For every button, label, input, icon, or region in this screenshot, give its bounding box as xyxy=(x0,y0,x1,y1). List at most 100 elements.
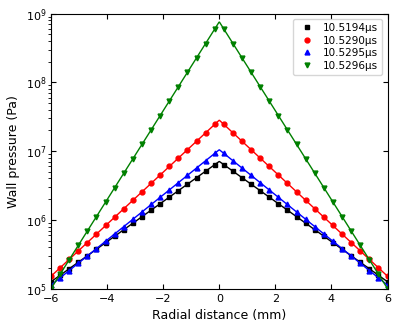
10.5290μs xyxy=(121,207,126,211)
10.5290μs xyxy=(140,190,144,194)
10.5296μs xyxy=(339,215,344,218)
10.5290μs xyxy=(67,258,72,262)
Line: 10.5290μs: 10.5290μs xyxy=(49,122,390,279)
10.5295μs xyxy=(285,203,290,207)
10.5296μs xyxy=(349,229,354,233)
10.5296μs xyxy=(67,258,72,262)
10.5295μs xyxy=(67,269,72,273)
10.5296μs xyxy=(322,186,326,190)
10.5194μs xyxy=(185,182,190,186)
10.5194μs xyxy=(67,267,72,271)
10.5295μs xyxy=(58,276,62,280)
10.5290μs xyxy=(249,148,254,152)
10.5194μs xyxy=(112,234,117,238)
10.5295μs xyxy=(258,181,263,185)
10.5296μs xyxy=(240,56,244,60)
10.5194μs xyxy=(140,215,144,219)
10.5295μs xyxy=(112,232,117,236)
10.5194μs xyxy=(167,195,172,199)
10.5296μs xyxy=(158,114,162,117)
10.5290μs xyxy=(339,232,344,236)
10.5194μs xyxy=(330,240,335,244)
10.5296μs xyxy=(312,171,317,175)
10.5194μs xyxy=(339,247,344,251)
10.5290μs xyxy=(258,156,263,160)
10.5295μs xyxy=(85,254,90,258)
10.5290μs xyxy=(158,173,162,177)
10.5290μs xyxy=(149,181,154,185)
10.5295μs xyxy=(349,254,354,258)
10.5194μs xyxy=(240,176,244,180)
10.5295μs xyxy=(121,225,126,229)
10.5194μs xyxy=(367,267,372,271)
10.5296μs xyxy=(167,99,172,103)
10.5296μs xyxy=(221,27,226,31)
Line: 10.5194μs: 10.5194μs xyxy=(49,162,390,284)
10.5296μs xyxy=(358,243,363,247)
10.5296μs xyxy=(294,142,299,146)
10.5194μs xyxy=(385,280,390,284)
10.5296μs xyxy=(376,272,380,276)
10.5295μs xyxy=(294,210,299,214)
10.5296μs xyxy=(258,85,263,89)
10.5295μs xyxy=(276,195,281,199)
10.5290μs xyxy=(176,156,181,160)
10.5194μs xyxy=(121,228,126,232)
10.5194μs xyxy=(276,202,281,206)
10.5296μs xyxy=(76,243,81,247)
10.5290μs xyxy=(285,181,290,185)
10.5194μs xyxy=(322,234,326,238)
10.5290μs xyxy=(322,215,326,219)
10.5295μs xyxy=(385,283,390,287)
10.5295μs xyxy=(367,269,372,273)
10.5290μs xyxy=(221,122,226,126)
10.5295μs xyxy=(149,203,154,207)
10.5290μs xyxy=(112,215,117,219)
10.5290μs xyxy=(130,198,135,202)
10.5295μs xyxy=(267,188,271,192)
10.5290μs xyxy=(76,249,81,253)
10.5296μs xyxy=(267,99,271,103)
10.5290μs xyxy=(103,223,108,227)
10.5194μs xyxy=(149,208,154,212)
10.5296μs xyxy=(149,128,154,132)
10.5295μs xyxy=(230,159,235,163)
10.5295μs xyxy=(339,247,344,251)
10.5194μs xyxy=(294,215,299,219)
10.5296μs xyxy=(103,200,108,204)
10.5296μs xyxy=(303,157,308,161)
10.5290μs xyxy=(185,148,190,152)
10.5296μs xyxy=(230,41,235,45)
Line: 10.5296μs: 10.5296μs xyxy=(49,26,390,291)
10.5290μs xyxy=(85,241,90,245)
10.5295μs xyxy=(76,261,81,265)
10.5194μs xyxy=(158,202,162,206)
10.5296μs xyxy=(276,114,281,117)
10.5296μs xyxy=(140,142,144,146)
10.5295μs xyxy=(140,210,144,214)
10.5290μs xyxy=(303,198,308,202)
X-axis label: Radial distance (mm): Radial distance (mm) xyxy=(152,309,287,322)
10.5296μs xyxy=(203,41,208,45)
10.5290μs xyxy=(240,139,244,143)
10.5194μs xyxy=(258,189,263,193)
10.5296μs xyxy=(213,27,217,31)
10.5194μs xyxy=(58,273,62,277)
10.5290μs xyxy=(330,223,335,227)
10.5290μs xyxy=(376,266,380,270)
10.5295μs xyxy=(303,217,308,221)
10.5295μs xyxy=(185,173,190,177)
10.5295μs xyxy=(203,159,208,163)
10.5295μs xyxy=(167,188,172,192)
10.5290μs xyxy=(385,274,390,278)
10.5295μs xyxy=(94,247,99,251)
10.5290μs xyxy=(358,249,363,253)
10.5295μs xyxy=(49,283,53,287)
10.5194μs xyxy=(94,247,99,251)
10.5296μs xyxy=(85,229,90,233)
10.5290μs xyxy=(312,207,317,211)
10.5296μs xyxy=(330,200,335,204)
10.5296μs xyxy=(385,287,390,291)
Legend: 10.5194μs, 10.5290μs, 10.5295μs, 10.5296μs: 10.5194μs, 10.5290μs, 10.5295μs, 10.5296… xyxy=(293,19,382,75)
10.5290μs xyxy=(194,139,199,143)
